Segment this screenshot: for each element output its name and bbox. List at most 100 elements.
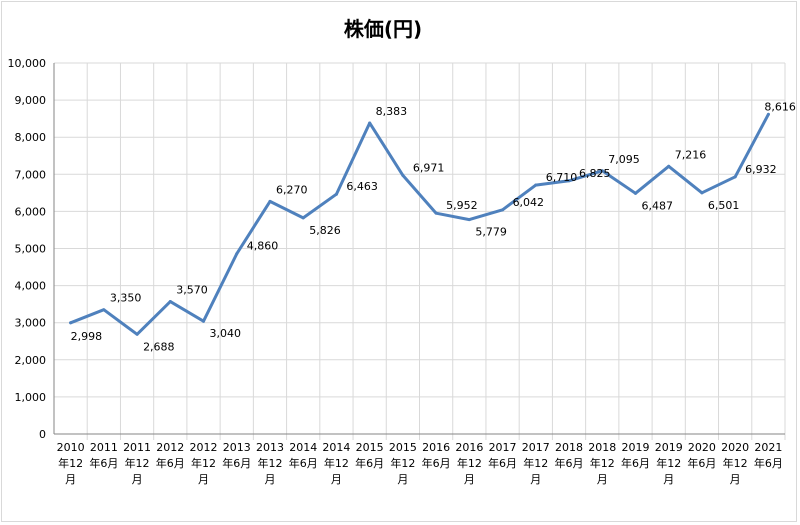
- data-label: 3,040: [210, 327, 242, 340]
- data-point: [633, 191, 637, 195]
- data-point: [334, 192, 338, 196]
- x-tick-label: 2019: [621, 441, 649, 454]
- x-tick-label: 月: [397, 473, 408, 486]
- x-tick-label: 2013: [256, 441, 284, 454]
- data-point: [235, 252, 239, 256]
- x-tick-label: 年6月: [687, 456, 716, 470]
- y-tick-label: 7,000: [15, 168, 47, 181]
- data-label: 7,216: [675, 148, 707, 161]
- data-label: 6,487: [641, 199, 673, 212]
- x-tick-label: 月: [663, 473, 674, 486]
- y-tick-label: 6,000: [15, 205, 47, 218]
- x-tick-label: 2015: [356, 441, 384, 454]
- data-point: [434, 211, 438, 215]
- chart-title: 株価(円): [344, 17, 422, 41]
- x-tick-label: 月: [198, 473, 209, 486]
- series-line: [69, 112, 770, 336]
- data-point: [567, 179, 571, 183]
- x-tick-label: 2019: [655, 441, 683, 454]
- data-point: [600, 169, 604, 173]
- data-point: [202, 319, 206, 323]
- data-point: [102, 308, 106, 312]
- data-label: 5,779: [475, 226, 507, 239]
- data-point: [467, 218, 471, 222]
- data-label: 6,463: [346, 180, 378, 193]
- y-tick-label: 9,000: [15, 94, 47, 107]
- x-tick-label: 年12: [523, 456, 548, 470]
- x-tick-label: 年12: [723, 456, 748, 470]
- data-point: [733, 175, 737, 179]
- gridlines: [53, 62, 786, 440]
- x-tick-label: 年6月: [488, 456, 517, 470]
- y-tick-label: 10,000: [8, 57, 47, 70]
- data-label: 4,860: [247, 240, 279, 253]
- x-tick-label: 2016: [422, 441, 450, 454]
- y-axis-ticks: 0 1,000 2,000 3,000 4,000 5,000 6,000 7,000 8,00…: [8, 57, 47, 441]
- data-label: 6,932: [745, 163, 777, 176]
- x-tick-label: 2016: [455, 441, 483, 454]
- y-tick-label: 5,000: [15, 243, 47, 256]
- x-tick-label: 年12: [590, 456, 615, 470]
- x-tick-label: 年12: [125, 456, 150, 470]
- x-tick-label: 月: [597, 473, 608, 486]
- x-tick-label: 月: [264, 473, 275, 486]
- x-tick-label: 2017: [489, 441, 517, 454]
- axes: [53, 63, 785, 435]
- data-point: [69, 321, 73, 325]
- x-tick-label: 年12: [58, 456, 83, 470]
- x-tick-label: 2015: [389, 441, 417, 454]
- x-tick-label: 月: [530, 473, 541, 486]
- x-tick-label: 2014: [289, 441, 317, 454]
- y-tick-label: 2,000: [15, 354, 47, 367]
- x-tick-label: 月: [730, 473, 741, 486]
- x-tick-label: 2012: [156, 441, 184, 454]
- data-label: 6,270: [276, 183, 308, 196]
- data-point: [667, 164, 671, 168]
- x-tick-label: 年6月: [754, 456, 783, 470]
- x-tick-label: 2018: [555, 441, 583, 454]
- data-labels: 2,998 3,350 2,688 3,570 3,040 4,860 6,270 5,826…: [71, 100, 796, 353]
- x-tick-label: 2013: [223, 441, 251, 454]
- data-label: 5,952: [446, 199, 478, 212]
- data-label: 8,616: [764, 100, 796, 113]
- y-tick-label: 3,000: [15, 317, 47, 330]
- x-tick-label: 月: [65, 473, 76, 486]
- x-tick-label: 年6月: [621, 456, 650, 470]
- x-tick-label: 年6月: [422, 456, 451, 470]
- x-tick-label: 2021: [754, 441, 782, 454]
- data-point: [135, 332, 139, 336]
- y-tick-label: 1,000: [15, 391, 47, 404]
- x-tick-label: 2014: [322, 441, 350, 454]
- x-tick-label: 2011: [123, 441, 151, 454]
- x-tick-label: 年6月: [156, 456, 185, 470]
- x-tick-label: 2020: [721, 441, 749, 454]
- x-tick-label: 2018: [588, 441, 616, 454]
- y-tick-label: 8,000: [15, 131, 47, 144]
- data-point: [766, 112, 770, 116]
- x-tick-label: 年12: [457, 456, 482, 470]
- data-point: [368, 121, 372, 125]
- data-label: 2,998: [71, 330, 103, 343]
- x-tick-label: 2020: [688, 441, 716, 454]
- data-label: 6,825: [579, 167, 611, 180]
- data-label: 6,042: [513, 196, 545, 209]
- x-tick-label: 月: [331, 473, 342, 486]
- x-tick-label: 年6月: [289, 456, 318, 470]
- y-tick-label: 0: [39, 428, 46, 441]
- series-line-path: [69, 112, 770, 336]
- data-label: 7,095: [608, 153, 640, 166]
- data-label: 6,971: [413, 161, 445, 174]
- y-tick-label: 4,000: [15, 280, 47, 293]
- data-label: 6,501: [708, 199, 740, 212]
- x-tick-label: 月: [132, 473, 143, 486]
- x-tick-label: 年6月: [355, 456, 384, 470]
- data-point: [700, 191, 704, 195]
- data-point: [301, 216, 305, 220]
- x-tick-label: 2017: [522, 441, 550, 454]
- data-label: 8,383: [376, 105, 408, 118]
- x-axis-ticks: 2010 年12 月 2011 年6月 2011 年12 月 2012 年6月 2012 年12 月 20…: [57, 441, 783, 486]
- x-tick-label: 年6月: [89, 456, 118, 470]
- x-tick-label: 年6月: [222, 456, 251, 470]
